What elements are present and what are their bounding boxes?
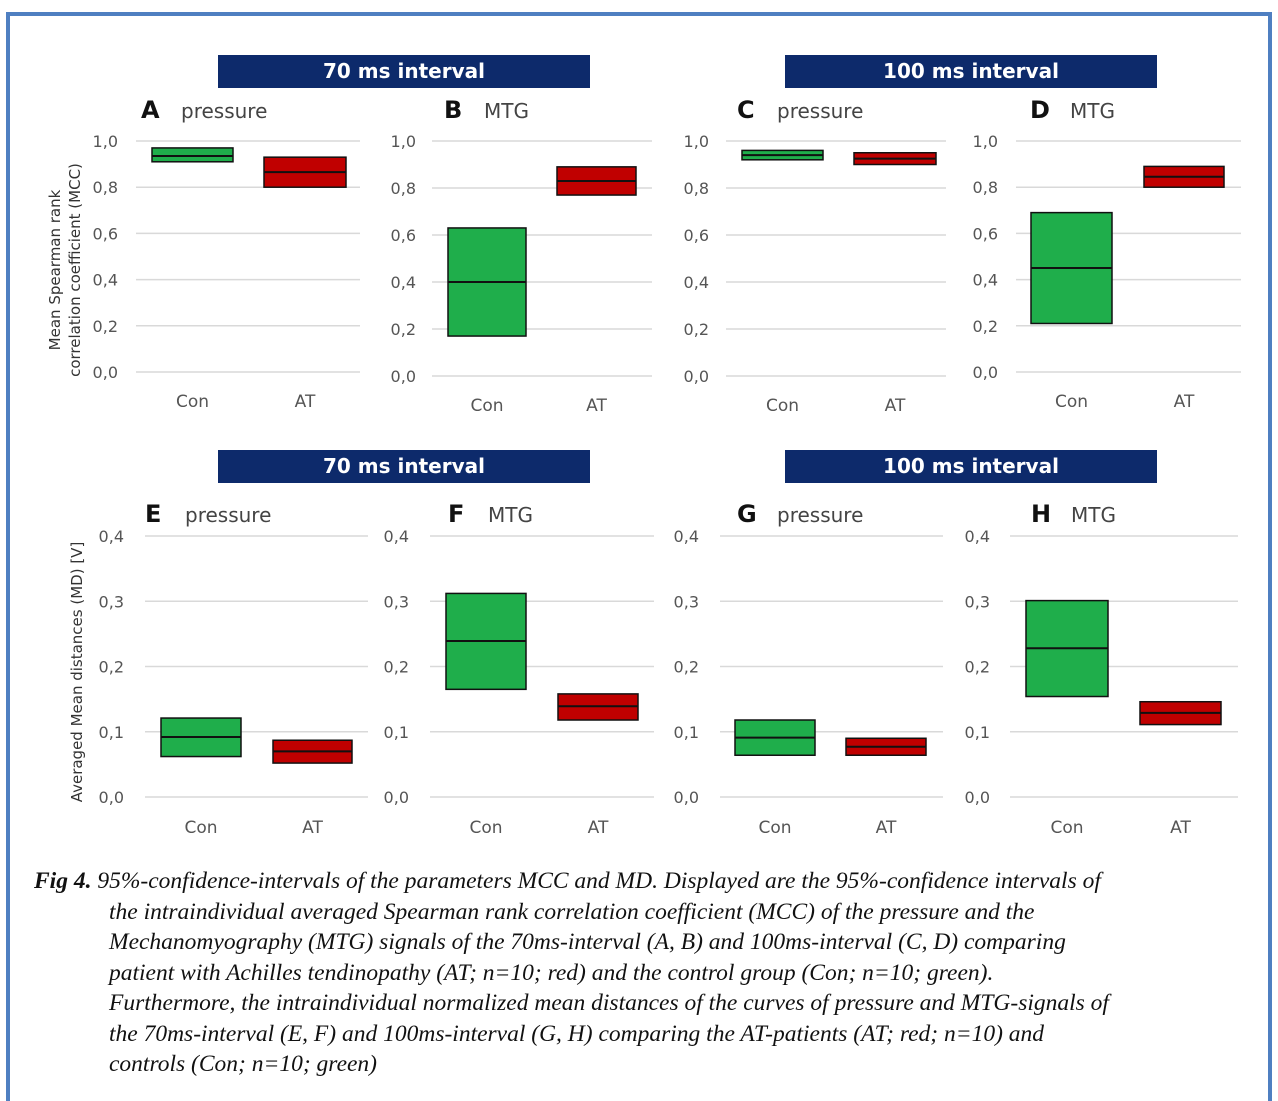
panel-e-tick-label: 0,3 [99,592,124,611]
panel-b-tick-label: 0,0 [391,367,416,386]
panel-c-tick-label: 0,6 [684,226,709,245]
panel-e-tick-label: 0,0 [99,788,124,807]
panel-c-tick-label: 1,0 [684,132,709,151]
panel-d-tick-label: 0,4 [973,271,998,290]
panel-c-tick-label: 0,8 [684,179,709,198]
panel-e-tick-label: 0,4 [99,527,124,546]
interval-banner-label-4: 100 ms interval [883,454,1059,478]
caption-line-3: Mechanomyography (MTG) signals of the 70… [34,927,1254,958]
panel-g-tick-label: 0,2 [674,658,699,677]
panel-b-category-label: Con [470,396,503,416]
panel-f-tick-label: 0,0 [384,788,409,807]
panel-d-letter: D [1030,96,1050,124]
caption-line-1: 95%-confidence-intervals of the paramete… [97,868,1101,894]
panel-a-tick-label: 1,0 [93,132,118,151]
panel-d-tick-label: 0,6 [973,224,998,243]
interval-banner-label-3: 70 ms interval [323,454,485,478]
panel-c-category-label: AT [885,396,906,416]
panel-g-category-label: AT [876,818,897,838]
panel-d-tick-label: 0,0 [973,363,998,382]
panel-f-title: MTG [488,503,533,527]
panel-g-letter: G [737,500,757,528]
panel-e-tick-label: 0,1 [99,723,124,742]
panel-a-category-label: AT [295,392,316,412]
panel-g-tick-label: 0,3 [674,592,699,611]
interval-banner-label-2: 100 ms interval [883,59,1059,83]
panel-c-letter: C [737,96,755,124]
panel-b-tick-label: 0,8 [391,179,416,198]
panel-e-category-label: AT [302,818,323,838]
panel-c-tick-label: 0,0 [684,367,709,386]
panel-e-category-label: Con [184,818,217,838]
panel-d-category-label: AT [1174,392,1195,412]
panel-h-tick-label: 0,3 [965,592,990,611]
panel-f-tick-label: 0,3 [384,592,409,611]
caption-line-6: the 70ms-interval (E, F) and 100ms-inter… [34,1019,1254,1050]
caption-line-7: controls (Con; n=10; green) [34,1049,1254,1080]
y-axis-title-md: Averaged Mean distances (MD) [V] [68,542,86,803]
panel-c-tick-label: 0,2 [684,320,709,339]
panel-d-title: MTG [1070,99,1115,123]
panel-h-tick-label: 0,4 [965,527,990,546]
panel-d-tick-label: 0,2 [973,317,998,336]
panel-h-category-label: Con [1050,818,1083,838]
panel-f-category-label: AT [588,818,609,838]
panel-h-letter: H [1031,500,1051,528]
panel-c-category-label: Con [766,396,799,416]
y-axis-title-mcc-line-1: Mean Spearman rank [46,189,64,350]
panel-a-tick-label: 0,2 [93,317,118,336]
panel-g-tick-label: 0,0 [674,788,699,807]
panel-d-category-label: Con [1055,392,1088,412]
panel-a-tick-label: 0,8 [93,178,118,197]
panel-b-tick-label: 0,4 [391,273,416,292]
panel-b-tick-label: 0,2 [391,320,416,339]
interval-banner-label-1: 70 ms interval [323,59,485,83]
panel-a-category-label: Con [176,392,209,412]
panel-f-letter: F [448,500,464,528]
caption-line-5: Furthermore, the intraindividual normali… [34,988,1254,1019]
caption-line-4: patient with Achilles tendinopathy (AT; … [34,958,1254,989]
panel-a-title: pressure [181,99,267,123]
panel-f-tick-label: 0,2 [384,658,409,677]
panel-a-tick-label: 0,0 [93,363,118,382]
caption-line-2: the intraindividual averaged Spearman ra… [34,897,1254,928]
panel-h-tick-label: 0,0 [965,788,990,807]
panel-b-category-label: AT [586,396,607,416]
panel-g-title: pressure [777,503,863,527]
panel-f-category-label: Con [469,818,502,838]
panel-g-tick-label: 0,4 [674,527,699,546]
panel-a-tick-label: 0,4 [93,271,118,290]
panel-f-tick-label: 0,4 [384,527,409,546]
panel-h-title: MTG [1071,503,1116,527]
panel-e-tick-label: 0,2 [99,658,124,677]
panel-b-tick-label: 1,0 [391,132,416,151]
panel-e-title: pressure [185,503,271,527]
panel-f-tick-label: 0,1 [384,723,409,742]
panel-b-tick-label: 0,6 [391,226,416,245]
panel-h-category-label: AT [1170,818,1191,838]
panel-b-title: MTG [484,99,529,123]
figure-panels: 70 ms interval 100 ms interval 70 ms inter… [0,0,1278,860]
y-axis-title-mcc-line-2: correlation coefficient (MCC) [66,163,84,377]
panel-d-tick-label: 1,0 [973,132,998,151]
panel-a-tick-label: 0,6 [93,224,118,243]
panel-d-tick-label: 0,8 [973,178,998,197]
panel-h-tick-label: 0,1 [965,723,990,742]
panel-g-category-label: Con [758,818,791,838]
caption-lead: Fig 4. [34,868,91,894]
panel-h-tick-label: 0,2 [965,658,990,677]
panel-g-tick-label: 0,1 [674,723,699,742]
caption-first-line: Fig 4. 95%-confidence-intervals of the p… [34,866,1254,897]
panel-c-title: pressure [777,99,863,123]
panel-c-tick-label: 0,4 [684,273,709,292]
panel-a-letter: A [141,96,160,124]
panel-b-letter: B [444,96,462,124]
panel-e-letter: E [145,500,161,528]
figure-caption: Fig 4. 95%-confidence-intervals of the p… [34,866,1254,1080]
panel-a-ci-box-con [152,148,233,162]
